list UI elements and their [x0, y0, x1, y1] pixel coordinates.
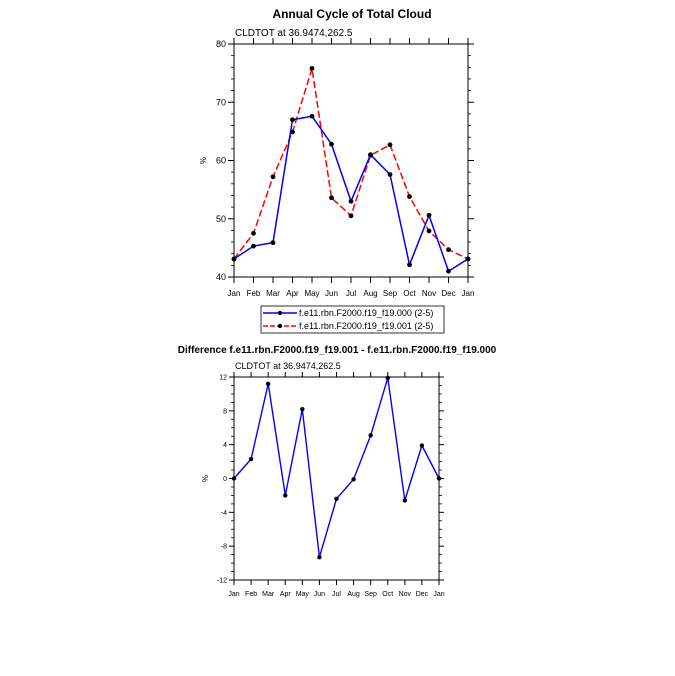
data-point — [300, 406, 305, 412]
data-point — [402, 498, 408, 503]
legend: f.e11.rbn.F2000.f19_f19.000 (2-5) f.e11.r… — [260, 305, 445, 334]
y-tick-label: 70 — [216, 97, 226, 107]
chart-1: Annual Cycle of Total Cloud CLDTOT at 36.… — [199, 7, 475, 334]
y-tick-label: 60 — [216, 156, 226, 166]
x-tick-label: Aug — [363, 289, 377, 298]
data-point — [251, 230, 256, 236]
x-tick-label: May — [304, 289, 319, 298]
data-point — [317, 554, 322, 560]
data-point — [283, 493, 288, 498]
data-point — [387, 172, 393, 177]
legend-marker — [277, 310, 283, 316]
data-point — [248, 456, 254, 462]
x-tick-label: Dec — [441, 289, 455, 298]
x-tick-label: Mar — [266, 289, 280, 298]
y-tick-label: 0 — [223, 476, 227, 483]
data-point — [348, 213, 354, 219]
data-point — [368, 433, 373, 438]
y-tick-label: 4 — [223, 442, 227, 449]
data-point — [419, 443, 425, 448]
y-axis-label: % — [201, 475, 210, 482]
data-point — [231, 476, 237, 481]
legend-label-1: f.e11.rbn.F2000.f19_f19.000 (2-5) — [299, 308, 433, 318]
plot-frame — [233, 43, 469, 278]
data-point — [407, 194, 412, 200]
x-tick-label: Dec — [416, 591, 429, 598]
data-point — [309, 66, 315, 71]
y-tick-label: 40 — [216, 272, 226, 282]
series-line-1 — [233, 115, 469, 272]
x-tick-label: Sep — [383, 289, 398, 298]
x-tick-label: Jan — [462, 289, 475, 298]
data-point — [385, 375, 390, 381]
x-tick-label: Nov — [399, 591, 412, 598]
data-point — [426, 228, 432, 234]
x-tick-label: Oct — [382, 591, 393, 598]
chart-subtitle: CLDTOT at 36.9474,262.5 — [235, 28, 353, 39]
x-tick-label: Jan — [228, 591, 239, 598]
y-axis-label: % — [199, 157, 208, 164]
data-point — [351, 477, 356, 482]
data-point — [436, 476, 442, 481]
y-tick-label: 12 — [219, 374, 227, 381]
y-tick-label: 50 — [216, 214, 226, 224]
data-point — [426, 212, 432, 218]
x-tick-label: Jun — [325, 289, 338, 298]
data-point — [446, 247, 451, 253]
y-tick-label: 80 — [216, 39, 226, 49]
series-line-1 — [233, 377, 440, 558]
data-point — [270, 174, 276, 180]
x-tick-label: May — [296, 591, 310, 598]
y-tick-label: 8 — [223, 408, 227, 415]
y-tick-label: -8 — [221, 544, 227, 551]
plot-frame — [233, 376, 440, 581]
data-point — [368, 152, 373, 158]
x-tick-label: Jul — [346, 289, 356, 298]
x-tick-label: Sep — [364, 591, 377, 598]
data-point — [329, 141, 334, 147]
data-point — [309, 113, 315, 119]
data-point — [446, 268, 451, 274]
x-tick-label: Jan — [433, 591, 444, 598]
data-point — [265, 381, 271, 386]
legend-marker — [277, 323, 283, 329]
legend-box — [260, 305, 445, 334]
x-tick-label: Mar — [262, 591, 275, 598]
data-point — [290, 117, 295, 123]
chart-2: Difference f.e11.rbn.F2000.f19_f19.001 -… — [178, 345, 497, 598]
x-tick-label: Nov — [422, 289, 436, 298]
x-tick-label: Oct — [403, 289, 416, 298]
legend-label-2: f.e11.rbn.F2000.f19_f19.001 (2-5) — [299, 321, 433, 331]
x-tick-label: Feb — [245, 591, 257, 598]
x-tick-label: Jul — [332, 591, 341, 598]
chart-title: Annual Cycle of Total Cloud — [272, 7, 431, 21]
y-tick-label: -4 — [221, 510, 227, 517]
x-tick-label: Jan — [228, 289, 241, 298]
data-point — [348, 198, 354, 204]
y-tick-label: -12 — [217, 577, 227, 584]
data-point — [231, 256, 237, 262]
data-point — [251, 243, 256, 249]
data-point — [334, 496, 339, 501]
data-point — [270, 240, 276, 246]
chart-title: Difference f.e11.rbn.F2000.f19_f19.001 -… — [178, 345, 497, 356]
data-point — [407, 262, 412, 268]
data-point — [387, 142, 393, 148]
x-tick-label: Aug — [347, 591, 360, 598]
data-point — [329, 195, 334, 201]
x-tick-label: Jun — [314, 591, 325, 598]
x-tick-label: Apr — [280, 591, 292, 598]
series-line-2 — [233, 67, 469, 260]
chart-subtitle: CLDTOT at 36.9474,262.5 — [235, 361, 341, 371]
data-point — [465, 256, 471, 262]
x-tick-label: Apr — [286, 289, 299, 298]
x-tick-label: Feb — [247, 289, 261, 298]
